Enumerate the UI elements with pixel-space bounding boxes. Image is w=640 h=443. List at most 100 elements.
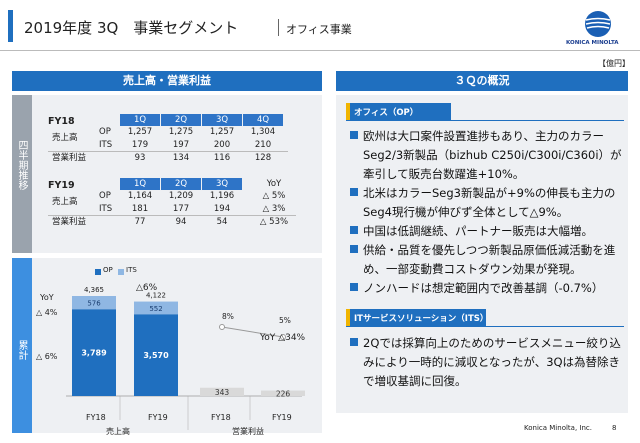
office-tag-rule — [346, 120, 624, 121]
office-bullet-3: 中国は低調継続、パートナー販売は大幅増。 — [350, 222, 622, 241]
title-divider — [278, 19, 279, 36]
fy18-its-label: ITS — [99, 140, 113, 150]
sales-total-value-FY18: 4,365 — [84, 286, 104, 294]
fy18-q3-header: 3Q — [202, 114, 242, 126]
profit-bar-FY19 — [261, 390, 305, 396]
sales-total-value-FY19: 4,122 — [146, 292, 166, 300]
office-bullet-1: 欧州は大口案件設置進捗もあり、主力のカラーSeg2/3新製品（bizhub C2… — [350, 127, 622, 184]
cumulative-side-tab — [12, 258, 32, 433]
legend-its-swatch — [118, 269, 124, 275]
office-tag-label: オフィス（OP） — [354, 108, 419, 118]
profit-value-FY18: 343 — [215, 388, 230, 397]
fy18-its-q4: 210 — [254, 140, 272, 150]
office-bullet-5: ノンハードは想定範囲内で改善基調（-0.7%） — [350, 279, 622, 298]
bullet-square-icon — [350, 245, 358, 253]
fy18-q1-header: 1Q — [120, 114, 160, 126]
profit-bar-FY18 — [200, 387, 244, 396]
office-bullet-4: 供給・品質を優先しつつ新製品原価低減活動を進め、一部変動費コストダウン効果が発現… — [350, 241, 622, 279]
margin-dot-fy18 — [219, 324, 225, 330]
its-tag-rule — [346, 326, 624, 327]
profit-chart-title: 営業利益 — [232, 427, 264, 436]
sales-op-value-FY19: 3,570 — [143, 351, 169, 360]
its-bullet-1: 2Qでは採算向上のためのサービスメニュー絞り込みにより一時的に減収となったが、3… — [350, 334, 622, 391]
sales-yoy-total: △6% — [136, 283, 158, 293]
page-subtitle: オフィス事業 — [286, 23, 352, 36]
fy19-sales-label: 売上高 — [52, 197, 78, 207]
header-accent — [8, 10, 13, 42]
fy18-its-q2: 197 — [172, 140, 190, 150]
office-tag — [346, 103, 451, 120]
its-tag — [346, 309, 486, 326]
legend-op-swatch — [95, 269, 101, 275]
fy19-op-q3: 1,196 — [209, 191, 235, 201]
header-rule — [0, 50, 640, 51]
footer-company: Konica Minolta, Inc. — [524, 424, 592, 432]
fy19-profit-q2: 94 — [175, 217, 187, 227]
sales-its-bar-FY19 — [134, 301, 178, 315]
margin-fy18: 8% — [222, 312, 234, 321]
fy19-profit-yoy: △ 53% — [259, 217, 289, 227]
sales-yoy-op: △ 6% — [36, 352, 58, 361]
sales-its-value-FY18: 576 — [87, 300, 101, 308]
fy19-profit-label: 営業利益 — [52, 217, 87, 227]
bullet-square-icon — [350, 226, 358, 234]
fy18-profit-q3: 116 — [213, 153, 231, 163]
fy19-op-yoy: △ 5% — [262, 191, 286, 201]
profit-yoy: YoY △34% — [260, 333, 306, 343]
fy18-op-q3: 1,257 — [209, 127, 235, 137]
fy19-profit-q1: 77 — [134, 217, 146, 227]
its-tag-label: ITサービスソリューション（ITS） — [354, 314, 489, 324]
unit-label: 【億円】 — [598, 59, 630, 68]
sales-profit-banner: 売上高・営業利益 — [12, 71, 322, 91]
fy18-op-label: OP — [99, 127, 111, 137]
fy18-profit-q2: 134 — [172, 153, 190, 163]
fy18-q2-header: 2Q — [161, 114, 201, 126]
sales-op-bar-FY19 — [134, 314, 178, 396]
fy18-profit-q1: 93 — [134, 153, 146, 163]
fy18-profit-q4: 128 — [254, 153, 272, 163]
cumulative-side-label: 累計 — [16, 340, 27, 360]
profit-fy19-cat: FY19 — [272, 413, 292, 422]
fy19-its-label: ITS — [99, 204, 113, 214]
footer-page: 8 — [612, 424, 617, 432]
fy19-its-q1: 181 — [131, 204, 149, 214]
fy18-op-q2: 1,275 — [168, 127, 194, 137]
fy19-divider — [48, 215, 296, 216]
quarterly-side-label: 四半期推移 — [16, 140, 27, 190]
overview-panel — [336, 95, 628, 413]
sales-fy19-cat: FY19 — [148, 413, 168, 422]
its-bullets: 2Qでは採算向上のためのサービスメニュー絞り込みにより一時的に減収となったが、3… — [350, 334, 622, 391]
quarterly-side-tab — [12, 95, 32, 253]
fy18-op-q4: 1,304 — [250, 127, 276, 137]
margin-line — [221, 326, 284, 338]
fy19-op-label: OP — [99, 191, 111, 201]
sales-yoy-header: YoY — [40, 293, 54, 302]
sales-chart-title: 売上高 — [106, 427, 130, 436]
office-bullet-2: 北米はカラーSeg3新製品が+9%の伸長も主力のSeg4現行機が伸びず全体として… — [350, 184, 622, 222]
fy18-divider — [48, 151, 288, 152]
profit-value-FY19: 226 — [276, 389, 291, 398]
fy19-q1-header: 1Q — [120, 178, 160, 190]
office-bullets: 欧州は大口案件設置進捗もあり、主力のカラーSeg2/3新製品（bizhub C2… — [350, 127, 622, 298]
fy19-yoy-header: YoY — [266, 179, 282, 189]
fy19-op-q2: 1,209 — [168, 191, 194, 201]
page-title: 2019年度 3Q 事業セグメント — [24, 19, 239, 37]
sales-fy18-cat: FY18 — [86, 413, 106, 422]
bullet-square-icon — [350, 188, 358, 196]
logo-text: KONICA MINOLTA — [566, 40, 619, 46]
legend-its-label: ITS — [126, 266, 137, 274]
fy18-label: FY18 — [48, 116, 75, 127]
bullet-square-icon — [350, 338, 358, 346]
fy18-op-q1: 1,257 — [127, 127, 153, 137]
fy19-op-q1: 1,164 — [127, 191, 153, 201]
bullet-square-icon — [350, 283, 358, 291]
profit-fy18-cat: FY18 — [211, 413, 231, 422]
margin-fy19: 5% — [279, 316, 291, 325]
fy18-sales-label: 売上高 — [52, 133, 78, 143]
fy19-its-q2: 177 — [172, 204, 190, 214]
fy19-its-q3: 194 — [213, 204, 231, 214]
logo-icon — [585, 11, 611, 37]
fy18-its-q1: 179 — [131, 140, 149, 150]
fy19-profit-q3: 54 — [216, 217, 228, 227]
